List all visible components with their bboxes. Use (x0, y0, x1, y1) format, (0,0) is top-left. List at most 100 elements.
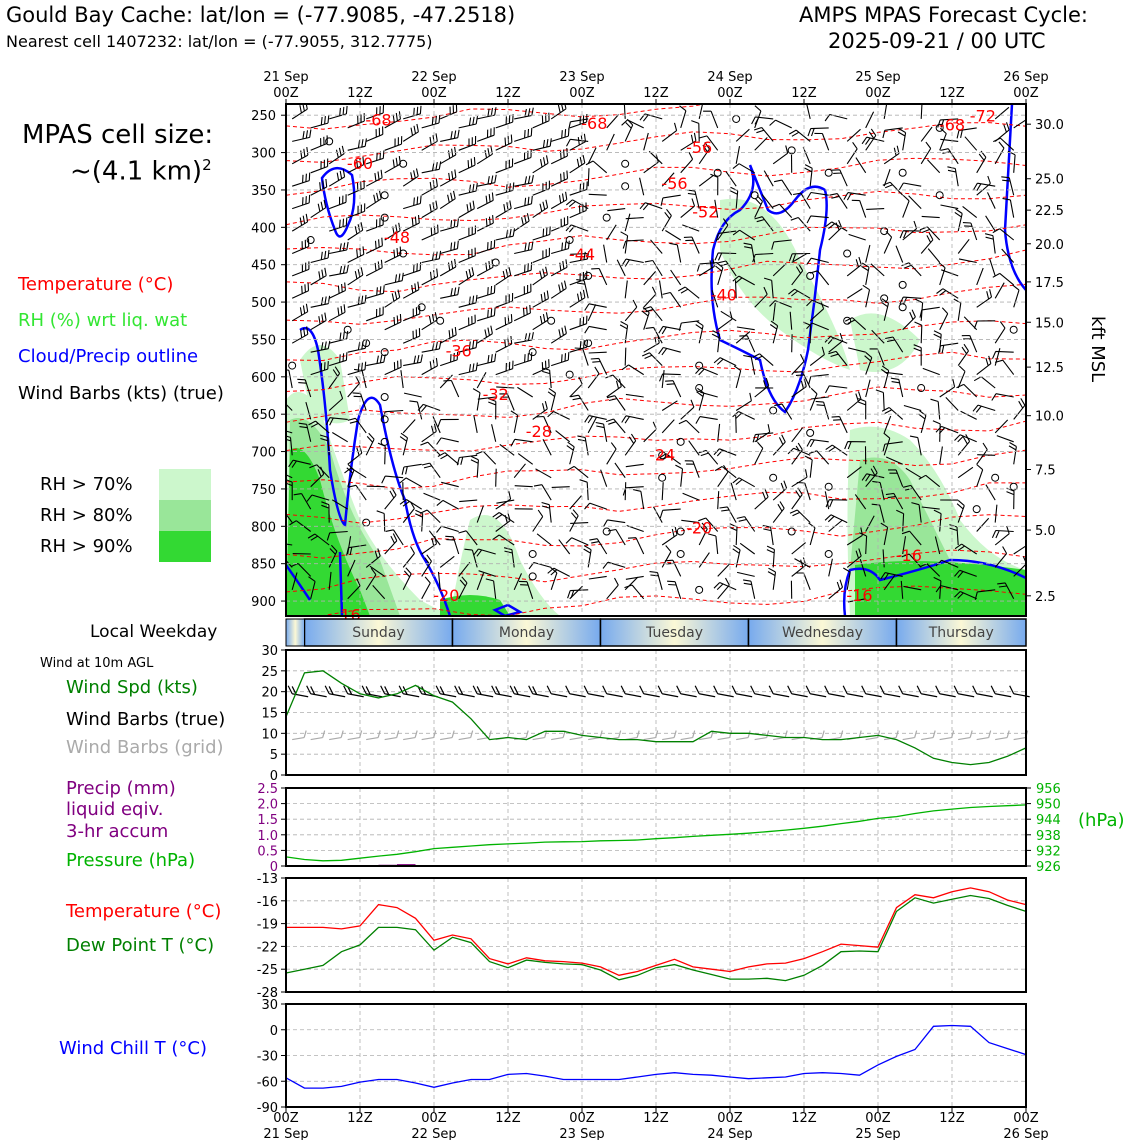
wind-barb (771, 203, 793, 218)
wind-barb (643, 306, 663, 322)
wind-barb (864, 351, 873, 375)
wind-barb (551, 352, 570, 367)
pressure-tick-label: 450 (251, 259, 276, 274)
wind-barb (381, 475, 404, 484)
temperature-contour-label: -16 (846, 586, 872, 605)
series-line-1 (285, 670, 1027, 766)
wind-barb (624, 347, 627, 366)
cloud-outline (299, 327, 452, 616)
temperature-contour-label: -68 (939, 116, 965, 135)
calm-wind-marker (491, 258, 500, 267)
wind-barb (476, 259, 494, 277)
wind-barb (984, 233, 996, 254)
wind-barb-true (750, 685, 771, 698)
wind-barb (688, 440, 700, 456)
calm-wind-marker (417, 303, 426, 312)
wind-barb (576, 279, 589, 299)
wind-barb (365, 548, 381, 568)
wind-barb-grid (366, 730, 381, 741)
wind-barb (930, 398, 941, 420)
wind-barb (567, 465, 589, 479)
wind-barb (935, 559, 959, 568)
wind-barb (366, 485, 385, 488)
wind-barb (808, 522, 816, 546)
wind-barb (569, 133, 587, 151)
wind-barb-true (472, 685, 494, 698)
wind-barb (403, 195, 422, 210)
bottom-axis-hour: 00Z (717, 1111, 743, 1126)
wind-barb (762, 524, 774, 546)
wind-barb (310, 361, 329, 376)
wind-barb (541, 501, 552, 523)
wind-barb (458, 339, 478, 353)
wind-barb (909, 435, 922, 456)
wind-barb (310, 340, 331, 353)
pressure-tick-label: 550 (251, 333, 276, 348)
wind-barb (899, 230, 922, 239)
wind-barb (787, 447, 811, 456)
wind-barb (403, 262, 422, 277)
wind-barb (922, 367, 940, 376)
wind-barb (901, 553, 922, 568)
wind-barb (828, 350, 848, 366)
wind-barb (495, 314, 513, 331)
wind-barb (328, 145, 345, 165)
wind-barb (286, 430, 293, 434)
wind-barb (846, 141, 858, 165)
wind-barb (882, 549, 885, 568)
wind-barb (459, 499, 478, 503)
cloud-outline (710, 164, 828, 414)
wind-barb-grid (662, 730, 677, 741)
wind-barb (624, 213, 631, 232)
wind-barb (514, 149, 532, 165)
wind-barb (665, 380, 682, 398)
wind-barb (347, 559, 356, 577)
wind-barb (843, 192, 866, 201)
wind-barb (551, 486, 570, 488)
calm-wind-marker (824, 549, 833, 558)
wind-barb (865, 379, 871, 398)
wind-barb (496, 386, 515, 389)
wind-barb (402, 419, 416, 434)
wind-barb (291, 213, 309, 232)
wind-barb (517, 386, 533, 398)
wind-barb (365, 567, 377, 591)
wind-barb (607, 208, 626, 212)
wind-barb (625, 463, 644, 468)
temperature-contour-label: -48 (384, 228, 410, 247)
wind-barb (992, 272, 1015, 286)
wind-barb (828, 519, 843, 532)
wind-barb (310, 312, 327, 331)
panel-frame (285, 649, 1027, 776)
wind-barb (934, 536, 941, 555)
bottom-axis-date: 26 Sep (1003, 1127, 1048, 1140)
wind-barb (476, 572, 485, 590)
wind-barb (347, 417, 367, 434)
wind-barb (933, 576, 942, 599)
calm-wind-marker (806, 428, 815, 437)
bottom-axis-hour: 00Z (1013, 1111, 1039, 1126)
wind-barb (495, 228, 516, 241)
wind-barb (997, 582, 1015, 600)
wind-barb (382, 409, 404, 420)
wind-barb (678, 286, 700, 299)
wind-barb (574, 347, 589, 366)
wind-barb (458, 135, 477, 151)
wind-barb (403, 105, 422, 120)
wind-barb (550, 170, 569, 187)
wind-barb (347, 267, 364, 286)
wind-barb-true (528, 685, 549, 698)
value-tick-label: 0.5 (257, 844, 278, 859)
weekday-name: Thursday (928, 625, 994, 641)
wind-barb (825, 444, 848, 456)
wind-barb (309, 464, 330, 479)
wind-barb (495, 182, 515, 196)
wind-barb (682, 224, 700, 232)
wind-barb (328, 282, 346, 299)
wind-barb (439, 555, 455, 568)
wind-barb (477, 353, 497, 367)
wind-barb (492, 534, 515, 546)
top-axis-hour: 12Z (495, 86, 521, 101)
wind-barb (402, 328, 421, 344)
wind-barb (791, 542, 806, 555)
